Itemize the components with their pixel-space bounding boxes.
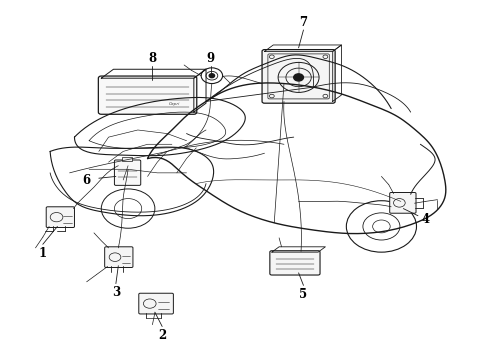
Bar xyxy=(122,157,132,161)
Text: Capri: Capri xyxy=(169,102,180,106)
Text: 3: 3 xyxy=(112,286,120,299)
FancyBboxPatch shape xyxy=(105,247,133,267)
Circle shape xyxy=(209,74,215,78)
Circle shape xyxy=(294,74,303,81)
Text: 8: 8 xyxy=(148,52,156,65)
FancyBboxPatch shape xyxy=(115,160,141,185)
Text: 6: 6 xyxy=(83,174,91,186)
FancyBboxPatch shape xyxy=(390,193,416,213)
FancyBboxPatch shape xyxy=(46,207,74,228)
FancyBboxPatch shape xyxy=(139,293,173,314)
Text: 2: 2 xyxy=(158,329,166,342)
FancyBboxPatch shape xyxy=(262,50,335,103)
FancyBboxPatch shape xyxy=(98,76,197,114)
Text: 4: 4 xyxy=(421,213,429,226)
Text: 1: 1 xyxy=(39,247,47,260)
Text: 7: 7 xyxy=(299,16,308,29)
FancyBboxPatch shape xyxy=(270,251,320,275)
Text: 9: 9 xyxy=(207,52,215,65)
Text: 5: 5 xyxy=(299,288,308,301)
